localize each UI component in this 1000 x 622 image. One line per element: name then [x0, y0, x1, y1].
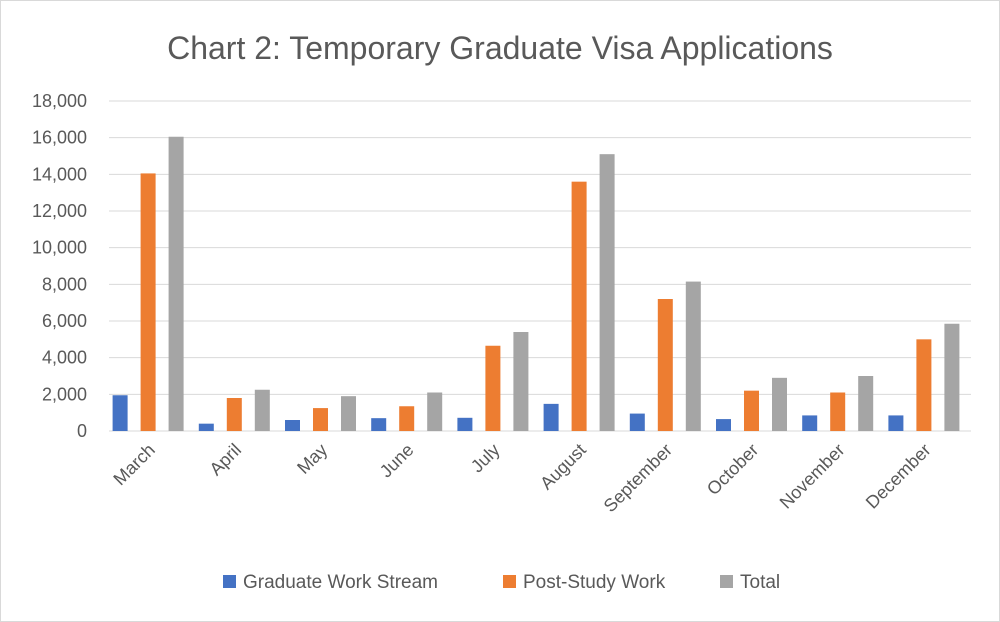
y-tick-label: 0 [77, 421, 87, 441]
bar [112, 395, 128, 431]
y-tick-label: 14,000 [32, 164, 87, 184]
y-tick-label: 16,000 [32, 128, 87, 148]
y-tick-label: 18,000 [32, 91, 87, 111]
bar [513, 332, 529, 431]
bar [140, 173, 156, 431]
bar [858, 376, 874, 431]
x-tick-label: September [600, 440, 676, 516]
bar [944, 323, 960, 431]
legend: Graduate Work Stream Post-Study Work Total [223, 572, 780, 593]
bar [254, 389, 270, 431]
y-tick-label: 8,000 [42, 274, 87, 294]
x-tick-label: November [776, 440, 849, 513]
y-tick-label: 2,000 [42, 384, 87, 404]
x-tick-label: December [862, 440, 935, 513]
bar [888, 415, 904, 431]
bar [543, 403, 559, 431]
bars [112, 136, 960, 431]
chart-title: Chart 2: Temporary Graduate Visa Applica… [167, 30, 833, 66]
bar [226, 398, 242, 431]
x-tick-label: May [293, 440, 331, 478]
y-tick-label: 12,000 [32, 201, 87, 221]
bar [629, 413, 645, 431]
bar [371, 418, 387, 431]
bar [571, 181, 587, 431]
y-tick-label: 4,000 [42, 348, 87, 368]
x-tick-label: August [536, 440, 590, 494]
legend-label: Graduate Work Stream [243, 572, 438, 593]
x-tick-label: April [206, 440, 246, 480]
bar [341, 396, 356, 431]
bar [830, 392, 846, 431]
bar [198, 423, 214, 431]
x-tick-label: June [376, 440, 418, 482]
bar [685, 281, 701, 431]
bar [772, 377, 787, 431]
bar [599, 154, 615, 431]
x-tick-label: March [109, 440, 159, 490]
bar [716, 419, 731, 431]
legend-label: Post-Study Work [523, 572, 666, 593]
bar [399, 406, 415, 431]
legend-swatch [720, 575, 733, 588]
bar [457, 417, 473, 431]
legend-swatch [223, 575, 236, 588]
bar [802, 415, 818, 431]
y-tick-label: 10,000 [32, 238, 87, 258]
x-axis-ticks: March April May June July August September Octo… [109, 440, 934, 516]
y-tick-label: 6,000 [42, 311, 87, 331]
legend-label: Total [740, 572, 780, 593]
legend-swatch [503, 575, 516, 588]
y-axis-ticks: 0 2,000 4,000 6,000 8,000 10,000 12,000 14,000 1… [32, 91, 87, 441]
bar [916, 339, 932, 431]
bar [313, 408, 328, 431]
bar [485, 345, 501, 431]
bar [168, 136, 184, 431]
bar [657, 299, 673, 431]
bar [744, 390, 759, 431]
bar [427, 392, 443, 431]
x-tick-label: October [703, 440, 762, 499]
gridlines [109, 100, 971, 432]
bar [285, 420, 300, 431]
x-tick-label: July [467, 440, 504, 477]
